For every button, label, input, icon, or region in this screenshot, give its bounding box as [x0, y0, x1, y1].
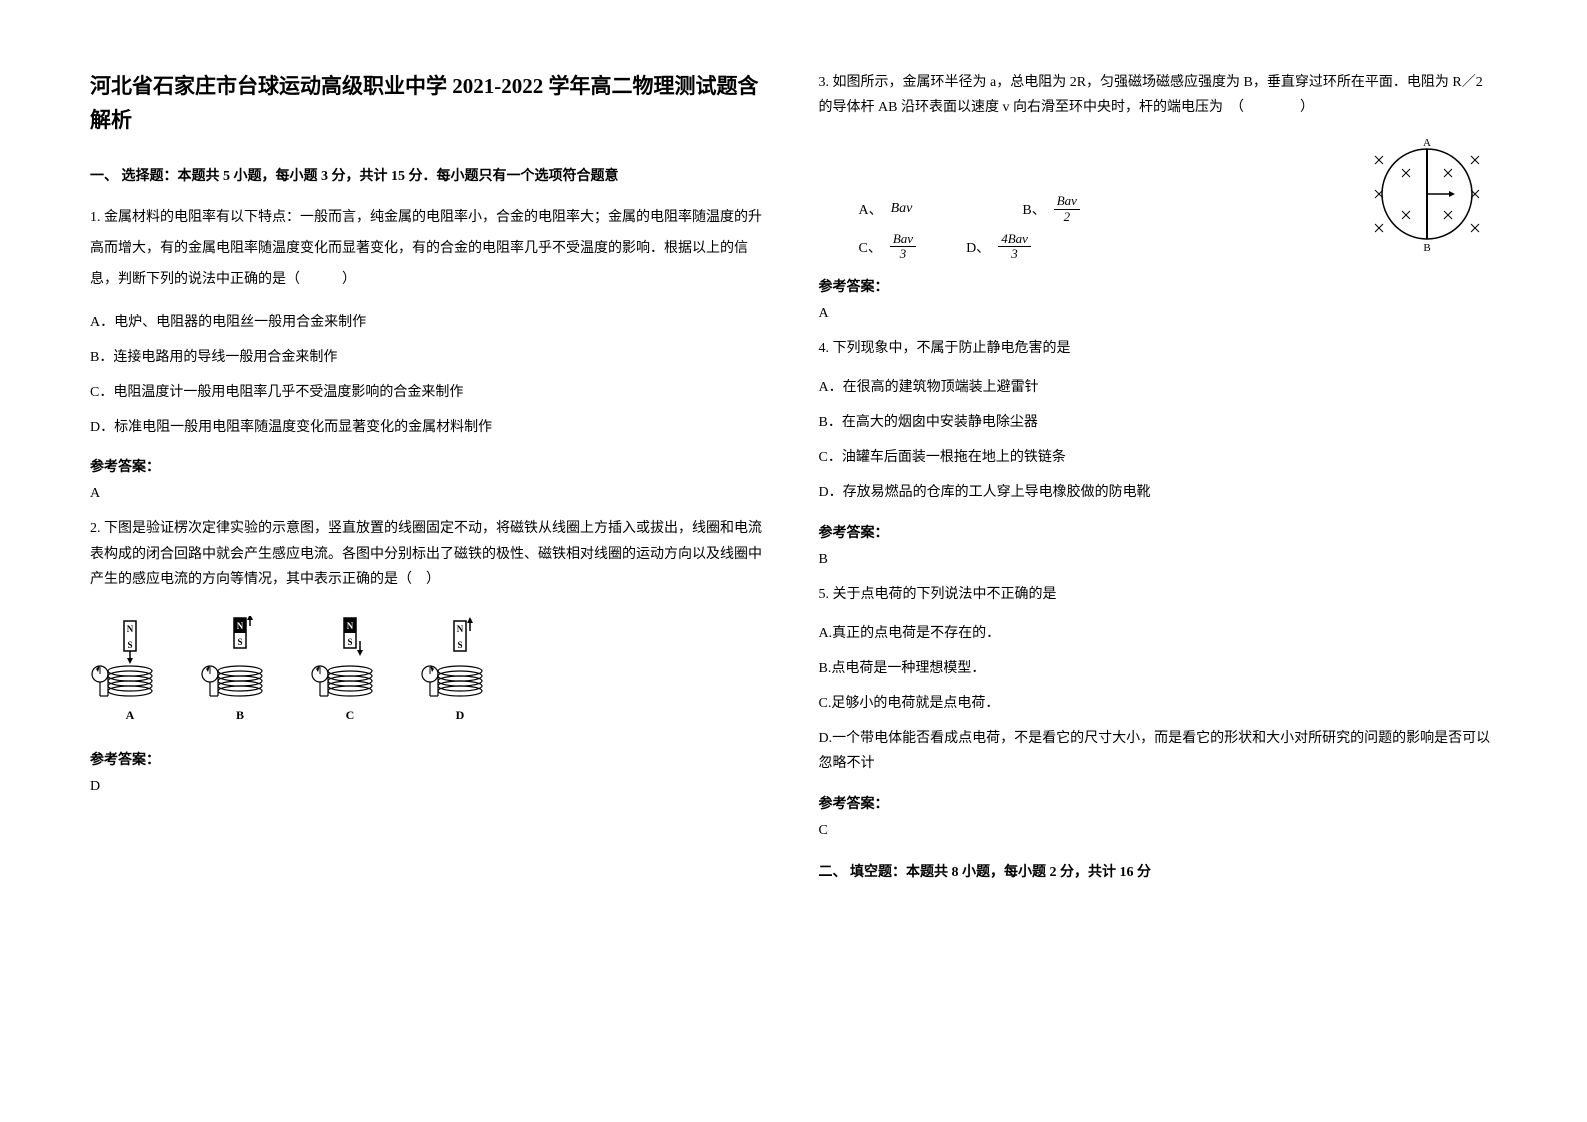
q3-b-label: B、	[1022, 199, 1045, 219]
q3-b-fraction: Bav 2	[1054, 194, 1080, 224]
pole-s: S	[237, 637, 242, 647]
q5-option-b: B.点电荷是一种理想模型．	[819, 656, 1498, 681]
ring-label-b: B	[1423, 242, 1430, 254]
q3-c-fraction: Bav 3	[890, 232, 916, 262]
q5-option-a: A.真正的点电荷是不存在的．	[819, 621, 1498, 646]
q3-c-label: C、	[859, 237, 882, 257]
q4-option-a: A．在很高的建筑物顶端装上避雷针	[819, 375, 1498, 400]
q1-option-a: A．电炉、电阻器的电阻丝一般用合金来制作	[90, 310, 769, 335]
q3-answer: A	[819, 306, 1498, 322]
pole-n: N	[457, 624, 464, 634]
q2-stem: 2. 下图是验证楞次定律实验的示意图，竖直放置的线圈固定不动，将磁铁从线圈上方插…	[90, 516, 769, 592]
q2-diagram-row: N S A	[90, 616, 769, 723]
q2-label-b: B	[236, 708, 244, 723]
lenz-svg-d: N S	[420, 616, 500, 706]
q3-a-label: A、	[859, 199, 883, 219]
q3-option-d: D、 4Bav 3	[966, 232, 1031, 262]
q5-stem: 5. 关于点电荷的下列说法中不正确的是	[819, 582, 1498, 607]
q3-options-and-figure: A、 Bav B、 Bav 2 C、 Bav 3	[819, 134, 1498, 269]
section-2-header: 二、 填空题：本题共 8 小题，每小题 2 分，共计 16 分	[819, 861, 1498, 881]
q1-answer: A	[90, 486, 769, 502]
document-title: 河北省石家庄市台球运动高级职业中学 2021-2022 学年高二物理测试题含解析	[90, 70, 769, 137]
q5-answer: C	[819, 823, 1498, 839]
q2-label-c: C	[346, 708, 355, 723]
q3-ring-diagram: A B	[1357, 134, 1497, 254]
q1-option-c: C．电阻温度计一般用电阻率几乎不受温度影响的合金来制作	[90, 380, 769, 405]
pole-n: N	[347, 621, 354, 631]
q3-answer-label: 参考答案：	[819, 276, 1498, 296]
lenz-svg-c: N S	[310, 616, 390, 706]
q2-label-a: A	[126, 708, 135, 723]
q2-diagram-b: N S B	[200, 616, 280, 723]
q3-row-cd: C、 Bav 3 D、 4Bav 3	[859, 232, 1298, 262]
right-column: 3. 如图所示，金属环半径为 a，总电阻为 2R，匀强磁场磁感应强度为 B，垂直…	[819, 70, 1498, 1052]
q3-option-c: C、 Bav 3	[859, 232, 917, 262]
q3-option-b: B、 Bav 2	[1022, 194, 1080, 224]
q2-answer: D	[90, 779, 769, 795]
section-1-header: 一、 选择题：本题共 5 小题，每小题 3 分，共计 15 分．每小题只有一个选…	[90, 165, 769, 185]
q4-answer: B	[819, 552, 1498, 568]
q3-row-ab: A、 Bav B、 Bav 2	[859, 194, 1298, 224]
q4-option-c: C．油罐车后面装一根拖在地上的铁链条	[819, 445, 1498, 470]
q4-answer-label: 参考答案：	[819, 522, 1498, 542]
q1-answer-label: 参考答案：	[90, 456, 769, 476]
q2-answer-label: 参考答案：	[90, 749, 769, 769]
q2-label-d: D	[456, 708, 465, 723]
q3-a-val: Bav	[891, 201, 913, 217]
q4-option-d: D．存放易燃品的仓库的工人穿上导电橡胶做的防电靴	[819, 480, 1498, 505]
q4-option-b: B．在高大的烟囱中安装静电除尘器	[819, 410, 1498, 435]
pole-s: S	[457, 640, 462, 650]
q5-answer-label: 参考答案：	[819, 793, 1498, 813]
q3-option-a: A、 Bav	[859, 199, 913, 219]
q2-diagram-d: N S D	[420, 616, 500, 723]
left-column: 河北省石家庄市台球运动高级职业中学 2021-2022 学年高二物理测试题含解析…	[90, 70, 769, 1052]
ring-label-a: A	[1423, 137, 1431, 149]
pole-s: S	[347, 637, 352, 647]
q1-option-b: B．连接电路用的导线一般用合金来制作	[90, 345, 769, 370]
q1-stem: 1. 金属材料的电阻率有以下特点：一般而言，纯金属的电阻率小，合金的电阻率大；金…	[90, 203, 769, 295]
lenz-svg-a: N S	[90, 616, 170, 706]
pole-n: N	[127, 624, 134, 634]
q3-stem: 3. 如图所示，金属环半径为 a，总电阻为 2R，匀强磁场磁感应强度为 B，垂直…	[819, 70, 1498, 120]
lenz-svg-b: N S	[200, 616, 280, 706]
q2-diagram-c: N S C	[310, 616, 390, 723]
q1-option-d: D．标准电阻一般用电阻率随温度变化而显著变化的金属材料制作	[90, 415, 769, 440]
pole-s: S	[127, 640, 132, 650]
q5-option-d: D.一个带电体能否看成点电荷，不是看它的尺寸大小，而是看它的形状和大小对所研究的…	[819, 726, 1498, 776]
pole-n: N	[237, 621, 244, 631]
q4-stem: 4. 下列现象中，不属于防止静电危害的是	[819, 336, 1498, 361]
q2-diagram-a: N S A	[90, 616, 170, 723]
q3-d-label: D、	[966, 237, 990, 257]
q5-option-c: C.足够小的电荷就是点电荷．	[819, 691, 1498, 716]
q3-d-fraction: 4Bav 3	[998, 232, 1031, 262]
